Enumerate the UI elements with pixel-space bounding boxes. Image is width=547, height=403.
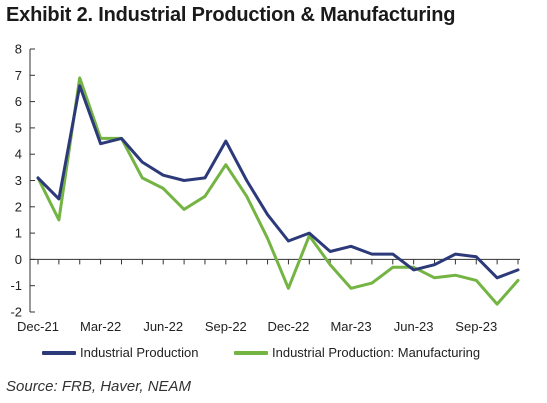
legend-label: Industrial Production: [80, 345, 199, 360]
source-note: Source: FRB, Haver, NEAM: [6, 378, 192, 395]
legend-swatch-manufacturing: [234, 350, 268, 355]
y-tick-label: 2: [15, 199, 22, 214]
x-tick-label: Dec-22: [267, 319, 309, 334]
legend-swatch-industrial-production: [42, 350, 76, 355]
y-tick-label: 4: [15, 147, 22, 162]
series-line-industrial-production: [36, 84, 520, 280]
y-tick-label: 1: [15, 226, 22, 241]
y-tick-label: 5: [15, 120, 22, 135]
x-tick-label: Sep-22: [205, 319, 247, 334]
y-tick-label: 7: [15, 68, 22, 83]
y-tick-label: -2: [10, 305, 22, 320]
y-tick-label: 6: [15, 94, 22, 109]
y-tick-label: 0: [15, 252, 22, 267]
x-tick-label: Sep-23: [455, 319, 497, 334]
series-line-manufacturing: [36, 76, 520, 306]
legend-item-industrial-production: Industrial Production: [42, 345, 199, 360]
y-tick-label: 8: [15, 42, 22, 57]
x-tick-label: Jun-23: [394, 319, 434, 334]
x-tick-label: Jun-22: [143, 319, 183, 334]
x-tick-label: Mar-22: [80, 319, 121, 334]
chart-series: [36, 76, 520, 306]
legend-label: Industrial Production: Manufacturing: [272, 345, 481, 360]
x-tick-label: Dec-21: [17, 319, 59, 334]
y-tick-label: -1: [10, 278, 22, 293]
legend-item-manufacturing: Industrial Production: Manufacturing: [234, 345, 480, 360]
x-tick-label: Mar-23: [330, 319, 371, 334]
chart-title: Exhibit 2. Industrial Production & Manuf…: [6, 4, 456, 26]
y-tick-label: 3: [15, 173, 22, 188]
